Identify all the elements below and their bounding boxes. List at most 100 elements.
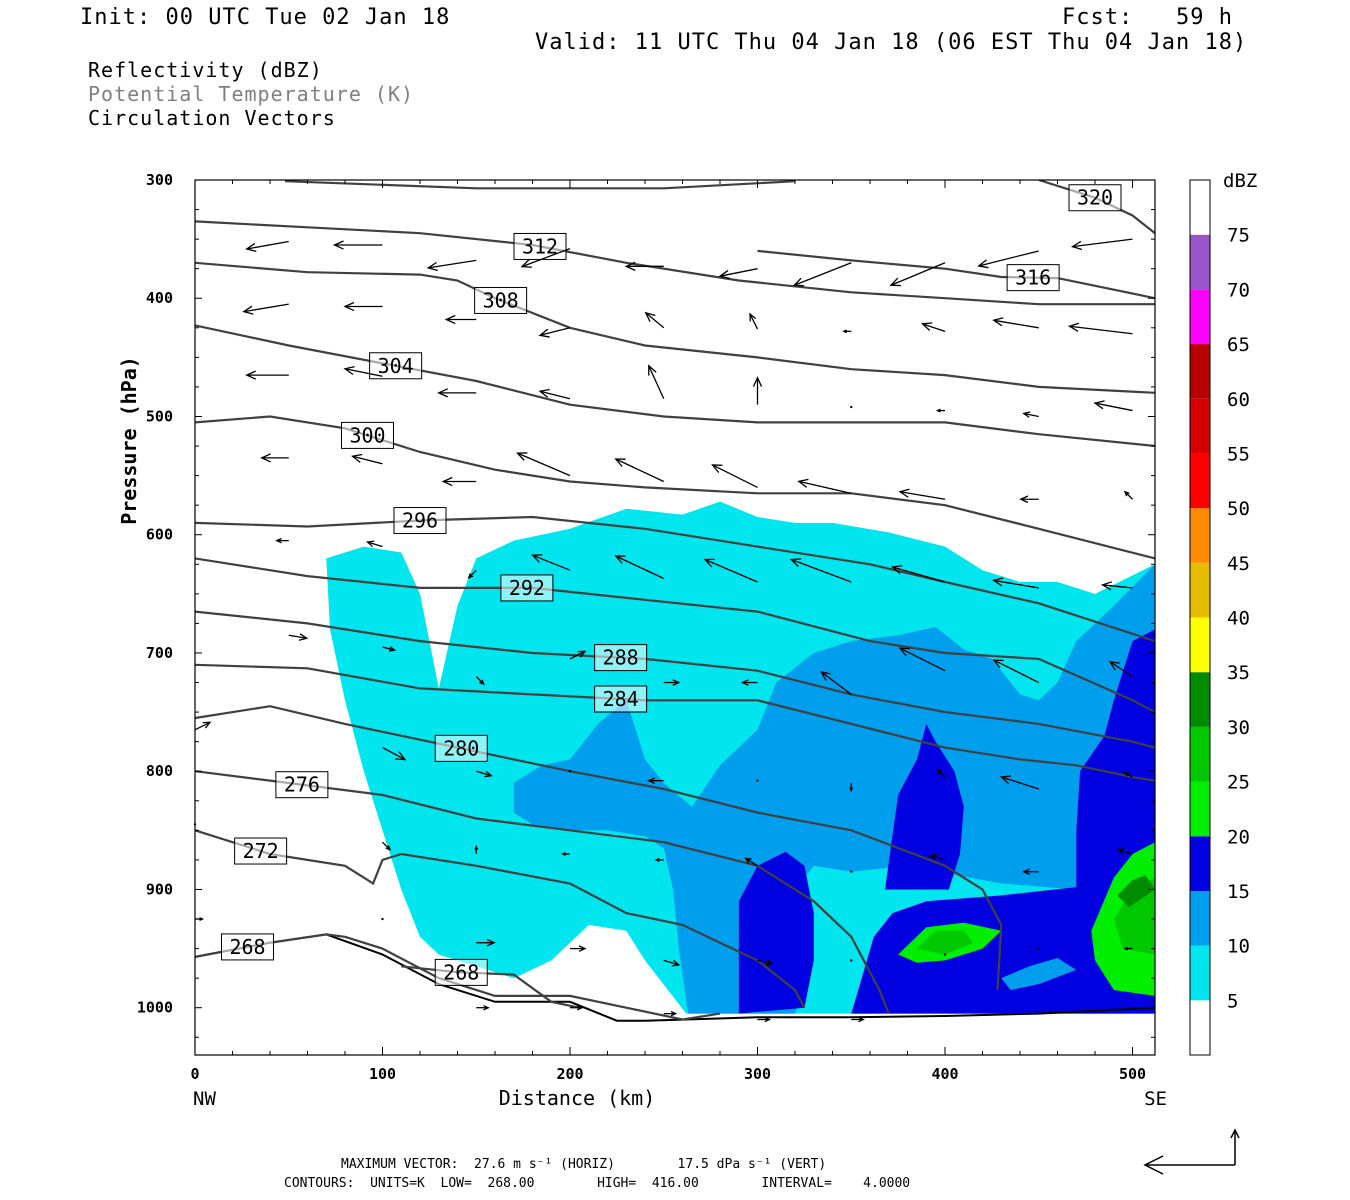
circulation-vector-90 (476, 1004, 490, 1011)
field-label-vectors: Circulation Vectors (88, 106, 336, 130)
circulation-vector-16 (842, 329, 852, 334)
y-tick-label-3: 600 (146, 526, 173, 544)
circulation-vector-8 (977, 250, 1039, 269)
circulation-vector-52 (475, 676, 485, 686)
circulation-vector-42 (467, 569, 477, 579)
colorbar-swatch-65 (1190, 344, 1210, 399)
circulation-vector-19 (1067, 322, 1133, 335)
x-tick-label-4: 400 (931, 1065, 958, 1083)
theta-contour-300-9 (195, 415, 1155, 560)
circulation-vector-93 (757, 1016, 772, 1023)
y-tick-label-1: 400 (146, 289, 173, 307)
circulation-vector-15 (749, 312, 759, 330)
theta-contour-304-10 (195, 324, 1155, 448)
circulation-vector-30 (260, 453, 289, 463)
y-tick-label-7: 1000 (137, 999, 173, 1017)
circulation-vector-26 (850, 405, 853, 409)
theta-label-box-0 (221, 933, 274, 961)
theta-contour-276-3 (195, 770, 890, 1015)
colorbar-swatch-25 (1190, 781, 1210, 837)
circulation-vector-43 (531, 554, 571, 571)
circulation-vector-77 (928, 853, 946, 861)
circulation-vector-29 (1093, 400, 1133, 412)
circulation-vector-22 (437, 388, 477, 398)
ref-vector-vert-head (1230, 1128, 1240, 1139)
theta-label-box-6 (594, 644, 648, 672)
colorbar: 5 10 15 20 25 30 35 40 45 50 55 60 65 70 75 dBZ (1189, 170, 1257, 1056)
circulation-vector-83 (570, 945, 587, 952)
circulation-vector-23 (538, 388, 571, 400)
colorbar-label-30: 30 (1227, 717, 1250, 739)
colorbar-label-10: 10 (1227, 936, 1250, 958)
circulation-vector-44 (614, 555, 665, 580)
colorbar-swatch-45 (1190, 562, 1210, 618)
circulation-vector-33 (516, 452, 571, 477)
circulation-vector-53 (569, 650, 587, 660)
theta-label-box-7 (500, 574, 554, 602)
circulation-vector-81 (381, 917, 384, 921)
circulation-vector-63 (568, 770, 572, 773)
y-tick-label-6: 900 (146, 880, 173, 898)
circulation-vector-39 (1123, 490, 1133, 500)
circulation-vector-75 (744, 857, 758, 867)
colorbar-swatch-20 (1190, 836, 1210, 891)
colorbar-swatch-70 (1190, 289, 1210, 345)
plot-frame (194, 179, 1156, 1056)
circulation-vector-4 (624, 261, 664, 271)
colorbar-label-65: 65 (1227, 334, 1250, 356)
circulation-vector-31 (350, 453, 383, 465)
colorbar-swatch-60 (1190, 398, 1210, 454)
circulation-vector-76 (850, 870, 853, 873)
theta-label-5: 284 (603, 687, 639, 711)
circulation-vector-3 (520, 247, 571, 268)
terrain-line (195, 933, 1155, 1022)
reflectivity-region-20-dbz-5 (851, 629, 1155, 1014)
circulation-vector-92 (663, 1010, 678, 1017)
circulation-vector-12 (444, 314, 477, 325)
circulation-vector-11 (343, 301, 383, 312)
theta-label-14: 320 (1077, 186, 1113, 210)
circulation-vector-94 (851, 1016, 865, 1023)
circulation-vector-85 (757, 958, 775, 966)
circulation-vector-66 (849, 783, 854, 793)
reflectivity-region-35-dbz-10 (1117, 875, 1155, 908)
circulation-vector-37 (898, 488, 946, 500)
circulation-vector-68 (999, 775, 1039, 790)
theta-label-box-3 (275, 771, 329, 799)
colorbar-label-55: 55 (1227, 443, 1250, 465)
colorbar-label-15: 15 (1227, 881, 1250, 903)
theta-label-10: 304 (378, 354, 414, 378)
colorbar-swatch-30 (1190, 726, 1210, 782)
theta-contour-296-8 (195, 515, 1155, 643)
se-end-label: SE (1144, 1088, 1167, 1110)
circulation-vector-41 (365, 540, 383, 548)
theta-label-1: 268 (443, 960, 479, 984)
circulation-vector-74 (654, 857, 664, 862)
circulation-vector-14 (644, 311, 665, 329)
theta-contour-324-15 (284, 180, 796, 190)
theta-label-box-4 (434, 734, 488, 762)
circulation-vectors (193, 238, 1133, 1023)
circulation-vector-55 (740, 679, 758, 686)
y-tick-label-2: 500 (146, 407, 173, 425)
theta-label-box-13 (1006, 264, 1060, 292)
colorbar-label-45: 45 (1227, 553, 1250, 575)
theta-label-box-8 (393, 507, 447, 535)
x-tick-label-5: 500 (1119, 1065, 1146, 1083)
circulation-vector-18 (992, 317, 1039, 329)
field-label-theta: Potential Temperature (K) (88, 82, 415, 106)
theta-label-box-1 (434, 958, 488, 986)
reflectivity-region-15-dbz-2 (513, 564, 1155, 1014)
colorbar-label-20: 20 (1227, 826, 1250, 848)
circulation-vector-5 (718, 268, 758, 280)
theta-label-7: 292 (509, 576, 545, 600)
circulation-vector-59 (1108, 660, 1133, 678)
circulation-vector-65 (756, 779, 759, 782)
x-tick-label-1: 100 (369, 1065, 396, 1083)
circulation-vector-71 (382, 841, 392, 851)
colorbar-swatch-35 (1190, 672, 1210, 727)
circulation-vector-27 (935, 408, 945, 413)
circulation-vector-58 (992, 659, 1040, 684)
circulation-vector-46 (789, 558, 852, 583)
